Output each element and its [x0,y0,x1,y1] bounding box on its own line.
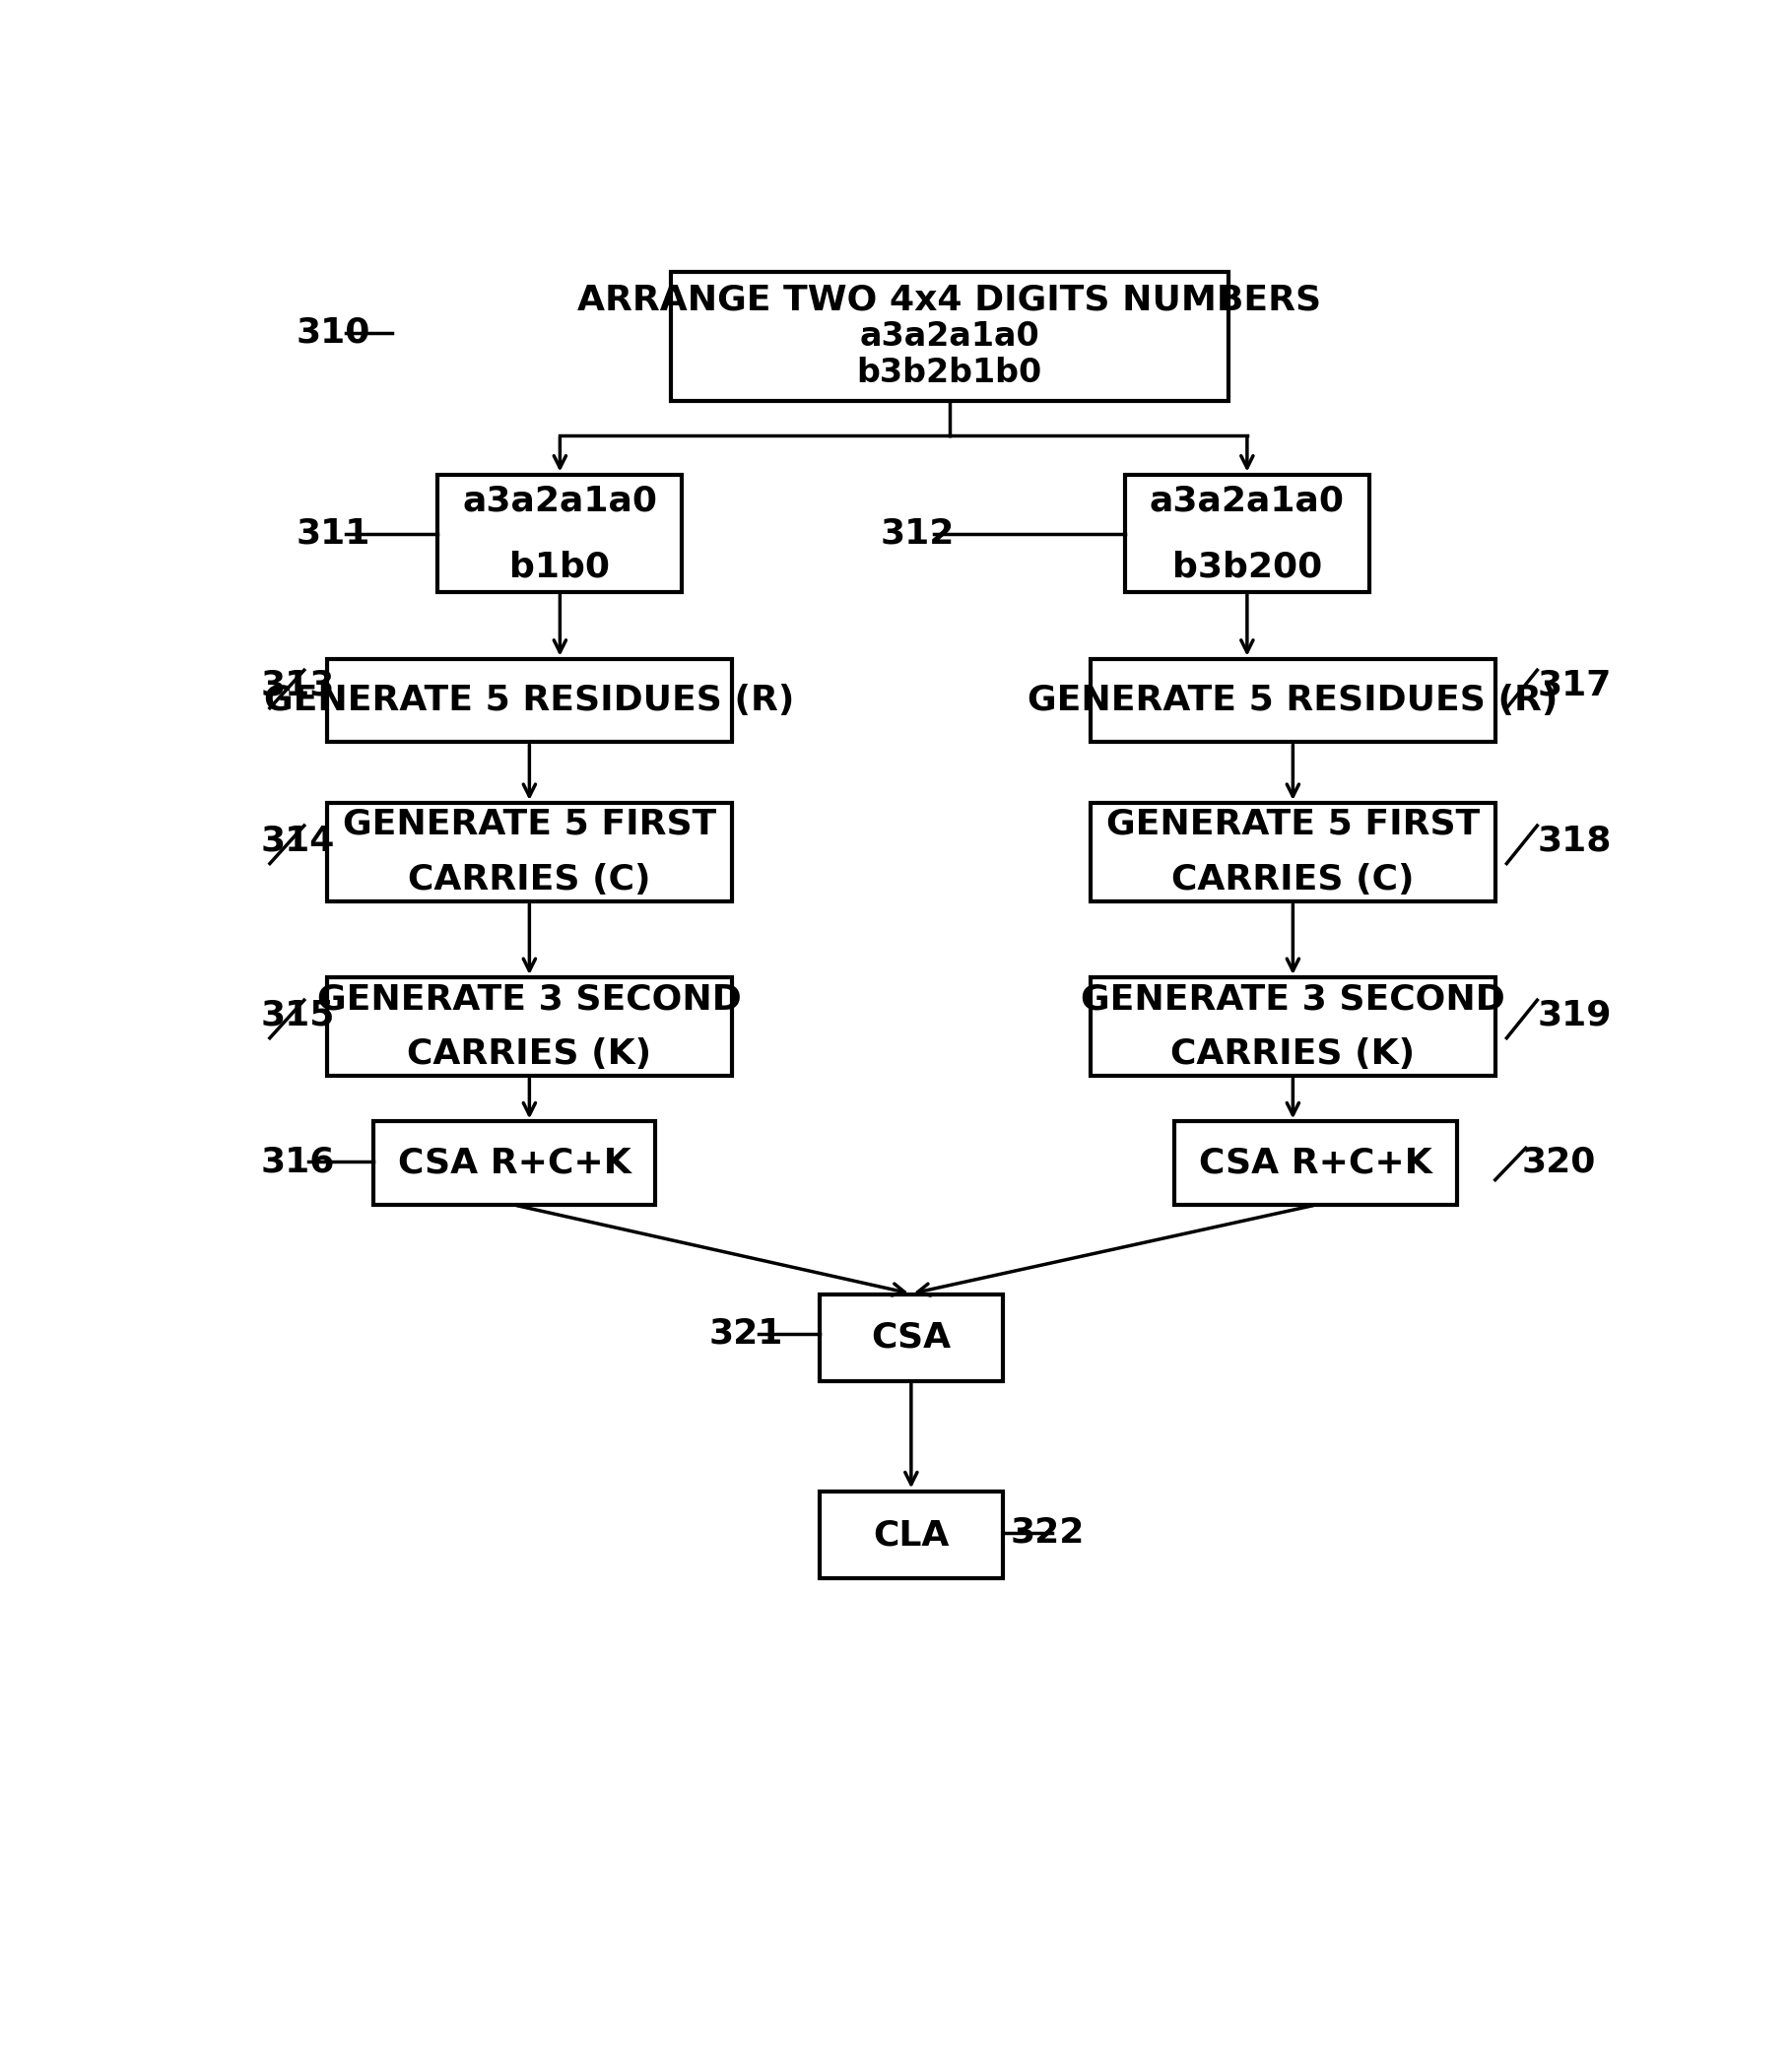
Text: CSA R+C+K: CSA R+C+K [1199,1146,1432,1181]
Text: CARRIES (C): CARRIES (C) [1172,864,1414,897]
Text: b3b2b1b0: b3b2b1b0 [857,356,1043,389]
Bar [328,977,731,1076]
Text: 314: 314 [260,825,335,858]
Text: GENERATE 3 SECOND: GENERATE 3 SECOND [317,983,742,1016]
Text: a3a2a1a0: a3a2a1a0 [1149,483,1344,518]
Text: CARRIES (K): CARRIES (K) [407,1037,652,1072]
Text: 318: 318 [1538,825,1611,858]
Text: 322: 322 [1011,1516,1084,1549]
Text: 321: 321 [710,1316,783,1351]
Bar [328,658,731,743]
Text: 315: 315 [260,998,335,1033]
Bar [1091,977,1495,1076]
Text: GENERATE 5 FIRST: GENERATE 5 FIRST [342,808,717,841]
Text: 313: 313 [260,669,335,701]
Bar [670,272,1228,401]
Bar [437,475,683,592]
Bar [819,1491,1004,1578]
Text: CSA: CSA [871,1321,952,1354]
Text: 320: 320 [1521,1146,1597,1179]
Text: GENERATE 5 FIRST: GENERATE 5 FIRST [1106,808,1480,841]
Text: 310: 310 [296,317,371,350]
Text: ARRANGE TWO 4x4 DIGITS NUMBERS: ARRANGE TWO 4x4 DIGITS NUMBERS [577,284,1321,317]
Text: CARRIES (C): CARRIES (C) [409,864,650,897]
Text: 316: 316 [260,1146,335,1179]
Bar [1091,802,1495,901]
Text: 312: 312 [880,516,955,551]
Text: CLA: CLA [873,1518,950,1551]
Text: 319: 319 [1538,998,1611,1033]
Text: b1b0: b1b0 [509,549,611,584]
Text: GENERATE 5 RESIDUES (R): GENERATE 5 RESIDUES (R) [1027,683,1557,718]
Text: GENERATE 3 SECOND: GENERATE 3 SECOND [1081,983,1505,1016]
Bar [373,1121,656,1205]
Text: b3b200: b3b200 [1172,549,1322,584]
Text: 311: 311 [296,516,371,551]
Text: CARRIES (K): CARRIES (K) [1170,1037,1416,1072]
Text: GENERATE 5 RESIDUES (R): GENERATE 5 RESIDUES (R) [263,683,794,718]
Bar [328,802,731,901]
Text: CSA R+C+K: CSA R+C+K [398,1146,631,1181]
Text: a3a2a1a0: a3a2a1a0 [860,321,1039,352]
Bar [1174,1121,1457,1205]
Text: a3a2a1a0: a3a2a1a0 [462,483,658,518]
Text: 317: 317 [1538,669,1611,701]
Bar [1125,475,1369,592]
Bar [1091,658,1495,743]
Bar [819,1294,1004,1382]
